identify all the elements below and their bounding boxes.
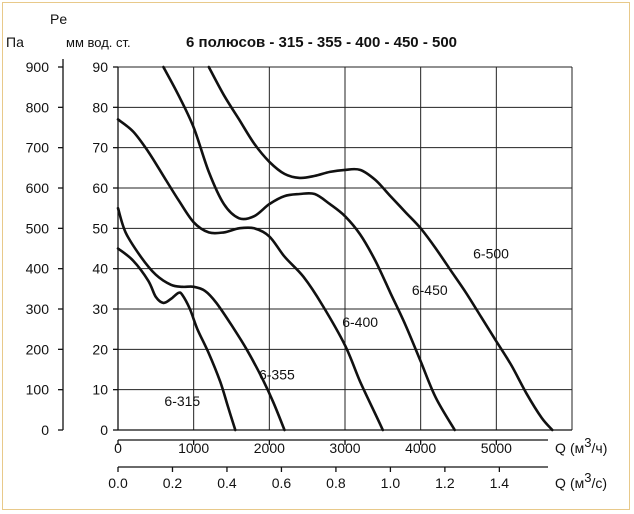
x-unit-m3h-base: (м <box>570 440 584 456</box>
curve-6-400 <box>116 118 385 432</box>
x-tick-label-m3h: 0 <box>114 440 122 456</box>
y-tick-label-mm: 0 <box>100 422 108 438</box>
x-tick-label-m3s: 1.4 <box>490 475 510 491</box>
y-tick-label-pa: 100 <box>26 382 50 398</box>
y-tick-label-pa: 200 <box>26 341 50 357</box>
y-tick-label-mm: 90 <box>92 59 108 75</box>
curve-6-450 <box>162 65 456 432</box>
y-tick-label-pa: 800 <box>26 99 50 115</box>
x-unit-m3s-base: (м <box>570 475 584 491</box>
y-tick-label-mm: 40 <box>92 261 108 277</box>
y-tick-label-mm: 70 <box>92 140 108 156</box>
curve-label-6-315: 6-315 <box>164 393 200 409</box>
x-tick-label-m3s: 1.0 <box>381 475 401 491</box>
x-unit-m3s-end: /с) <box>592 475 608 491</box>
x-tick-label-m3s: 0.8 <box>326 475 346 491</box>
y-tick-label-pa: 700 <box>26 140 50 156</box>
curve-6-500 <box>207 65 554 432</box>
y-unit-pa: Па <box>6 34 24 50</box>
x-tick-label-m3h: 1000 <box>178 440 209 456</box>
x-tick-label-m3h: 4000 <box>405 440 436 456</box>
x-tick-label-m3s: 0.2 <box>163 475 183 491</box>
x-tick-label-m3s: 0.6 <box>272 475 292 491</box>
x-tick-label-m3s: 0.0 <box>108 475 128 491</box>
x-tick-label-m3h: 5000 <box>481 440 512 456</box>
curve-label-6-450: 6-450 <box>412 282 448 298</box>
y-tick-label-mm: 60 <box>92 180 108 196</box>
x-tick-label-m3h: 2000 <box>254 440 285 456</box>
x-unit-m3h-sup: 3 <box>584 435 591 450</box>
x-tick-label-m3s: 0.4 <box>217 475 237 491</box>
y-unit-mm: мм вод. ст. <box>66 35 131 50</box>
y-tick-label-mm: 20 <box>92 341 108 357</box>
x-axis-unit-m3s: (м3/с) <box>570 470 607 491</box>
y-tick-label-pa: 400 <box>26 261 50 277</box>
curve-label-6-355: 6-355 <box>259 367 295 383</box>
y-tick-label-pa: 900 <box>26 59 50 75</box>
x-axis-q-label-m3s: Q <box>555 475 566 491</box>
y-tick-label-mm: 30 <box>92 301 108 317</box>
y-tick-label-pa: 300 <box>26 301 50 317</box>
curve-6-315 <box>116 247 237 432</box>
y-tick-label-pa: 600 <box>26 180 50 196</box>
y-tick-label-mm: 50 <box>92 220 108 236</box>
y-tick-label-pa: 500 <box>26 220 50 236</box>
y-tick-label-pa: 0 <box>41 422 49 438</box>
x-tick-label-m3h: 3000 <box>329 440 360 456</box>
chart-title: 6 полюсов - 315 - 355 - 400 - 450 - 500 <box>186 34 457 51</box>
x-unit-m3s-sup: 3 <box>584 470 591 485</box>
chart-frame <box>2 2 630 510</box>
x-tick-label-m3s: 1.2 <box>435 475 455 491</box>
curve-label-6-500: 6-500 <box>473 246 509 262</box>
y-label-top: Pe <box>50 11 67 27</box>
x-axis-q-label-m3h: Q <box>555 440 566 456</box>
x-unit-m3h-end: /ч) <box>592 440 608 456</box>
y-tick-label-mm: 10 <box>92 382 108 398</box>
y-tick-label-mm: 80 <box>92 99 108 115</box>
curve-6-355 <box>116 206 286 432</box>
x-axis-unit-m3h: (м3/ч) <box>570 435 607 456</box>
curve-label-6-400: 6-400 <box>342 314 378 330</box>
